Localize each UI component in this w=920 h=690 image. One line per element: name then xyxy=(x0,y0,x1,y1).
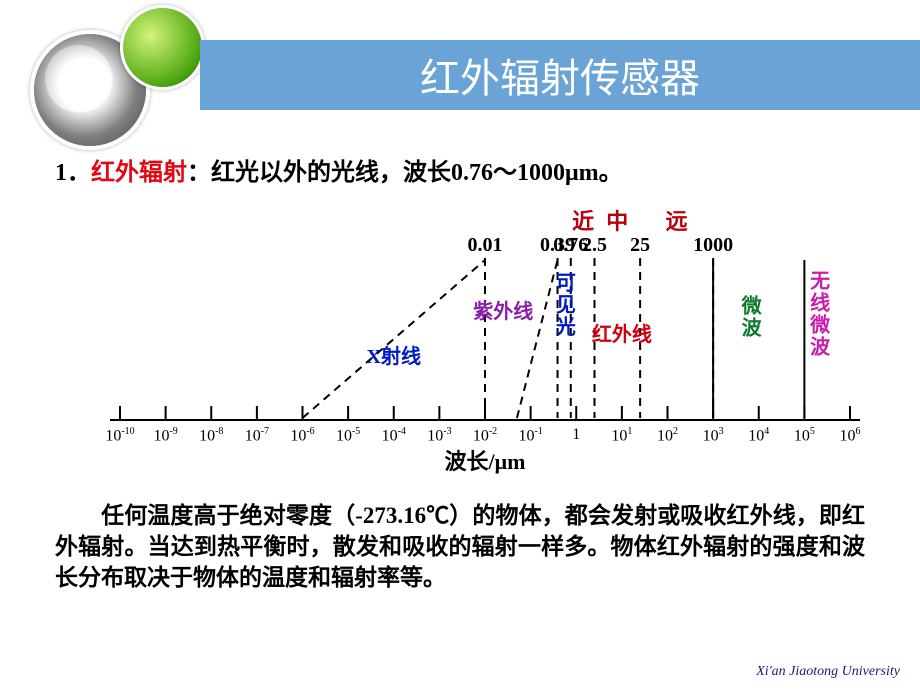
section-keyword: 红外辐射 xyxy=(91,160,187,186)
axis-tick-label: 10-10 xyxy=(105,426,134,445)
axis-tick-label: 102 xyxy=(657,426,678,445)
band-label: 紫外线 xyxy=(473,295,533,324)
axis-tick-label: 10-7 xyxy=(245,426,269,445)
body-paragraph: 任何温度高于绝对零度（-273.16℃）的物体，都会发射或吸收红外线，即红外辐射… xyxy=(55,500,865,593)
axis-tick-label: 103 xyxy=(703,426,724,445)
band-label: X射线 xyxy=(367,340,421,369)
axis-tick-label: 10-8 xyxy=(199,426,223,445)
axis-tick-label: 10-6 xyxy=(290,426,314,445)
band-label: 可见光 xyxy=(549,272,578,338)
boundary-label: 0.01 xyxy=(468,234,503,257)
paragraph-text: 任何温度高于绝对零度（-273.16℃）的物体，都会发射或吸收红外线，即红外辐射… xyxy=(55,503,865,590)
ir-sub-label: 中 xyxy=(606,204,628,236)
boundary-label: 1000 xyxy=(693,234,733,257)
band-label: 红外线 xyxy=(592,318,652,347)
band-label: 微波 xyxy=(735,295,764,339)
decor-images xyxy=(20,5,210,145)
ir-sub-label: 近 xyxy=(572,204,594,236)
axis-tick-label: 10-3 xyxy=(427,426,451,445)
footer-text: Xi'an Jiaotong University xyxy=(756,664,900,680)
section-rest: ：红光以外的光线，波长0.76～1000μm。 xyxy=(187,160,623,186)
band-label: 无线微波 xyxy=(804,270,833,358)
boundary-label: 2.5 xyxy=(582,234,607,257)
axis-tick-label: 10-2 xyxy=(473,426,497,445)
axis-tick-label: 10-9 xyxy=(153,426,177,445)
axis-tick-label: 101 xyxy=(611,426,632,445)
axis-tick-label: 10-4 xyxy=(382,426,406,445)
section-number: 1． xyxy=(55,160,91,186)
spectrum-diagram: 波长/μm 10-1010-910-810-710-610-510-410-31… xyxy=(100,200,870,470)
page-title: 红外辐射传感器 xyxy=(420,46,700,104)
axis-tick-label: 1 xyxy=(572,426,580,444)
ir-sub-label: 远 xyxy=(666,204,688,236)
axis-tick-label: 106 xyxy=(840,426,861,445)
axis-tick-label: 104 xyxy=(748,426,769,445)
title-bar: 红外辐射传感器 xyxy=(200,40,920,110)
axis-label: 波长/μm xyxy=(100,444,870,476)
boundary-label: 25 xyxy=(630,234,650,257)
section-1-heading: 1．红外辐射：红光以外的光线，波长0.76～1000μm。 xyxy=(55,152,880,187)
axis-tick-label: 10-1 xyxy=(518,426,542,445)
leaf-image xyxy=(120,5,205,90)
axis-tick-label: 10-5 xyxy=(336,426,360,445)
axis-tick-label: 105 xyxy=(794,426,815,445)
